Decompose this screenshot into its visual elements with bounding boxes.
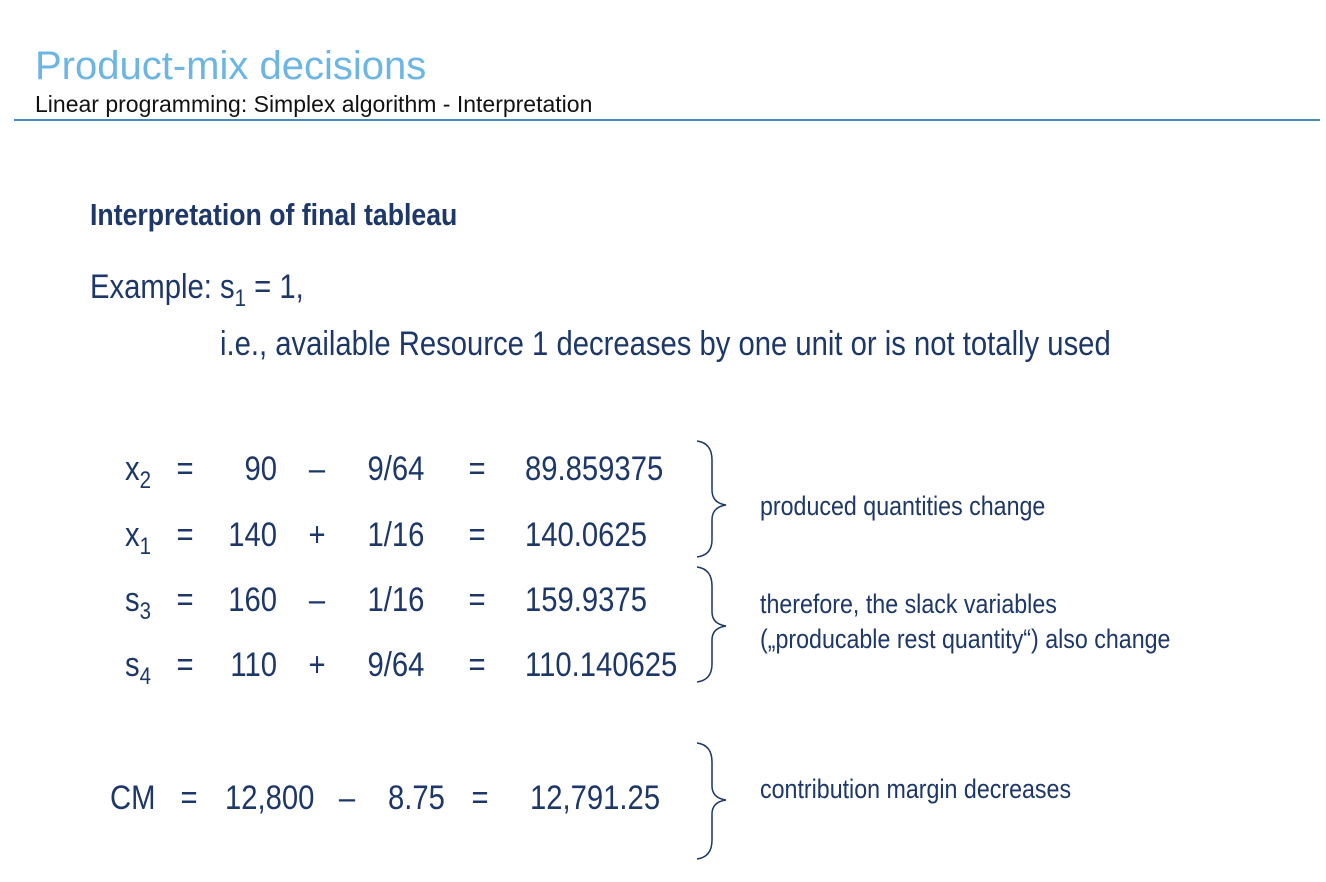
heading: Interpretation of final tableau	[90, 197, 458, 232]
brace	[696, 566, 727, 683]
note: produced quantities change	[760, 491, 1046, 521]
note: therefore, the slack variables	[760, 589, 1057, 619]
start-value: 90	[244, 450, 277, 488]
variable-sub: 2	[139, 467, 152, 495]
variable: x2	[125, 450, 151, 493]
brace	[696, 742, 727, 860]
start-value: 110	[230, 646, 277, 684]
equals: =	[471, 779, 489, 817]
title: Product-mix decisions	[35, 44, 427, 88]
variable: s3	[125, 581, 151, 624]
variable-sub: 4	[139, 663, 152, 691]
equals: =	[176, 516, 194, 554]
example-suffix: = 1,	[246, 268, 304, 306]
result: 140.0625	[525, 516, 647, 554]
equals: =	[468, 516, 486, 554]
variable-sub: 3	[139, 598, 152, 626]
variable: x1	[125, 516, 151, 559]
header-rule	[14, 119, 1320, 121]
equals: =	[176, 450, 194, 488]
variable: CM	[110, 779, 156, 817]
result: 110.140625	[525, 646, 678, 684]
start-value: 160	[228, 581, 277, 619]
equals: =	[468, 581, 486, 619]
operator: –	[308, 450, 326, 488]
change: 1/16	[367, 581, 425, 619]
explanation: i.e., available Resource 1 decreases by …	[220, 325, 1111, 363]
start-value: 12,800	[225, 779, 315, 817]
variable-name: x	[125, 450, 140, 488]
change: 9/64	[367, 646, 425, 684]
variable-name: s	[125, 581, 140, 619]
note: contribution margin decreases	[760, 774, 1072, 804]
brace	[696, 440, 727, 558]
example-prefix: Example: s	[90, 268, 235, 306]
operator: –	[338, 779, 356, 817]
operator: +	[308, 646, 326, 684]
equals: =	[468, 450, 486, 488]
result: 159.9375	[525, 581, 647, 619]
example: Example: s1 = 1,	[90, 268, 304, 311]
subtitle: Linear programming: Simplex algorithm - …	[35, 91, 593, 117]
variable-name: s	[125, 646, 140, 684]
change: 9/64	[367, 450, 425, 488]
variable-sub: 1	[139, 533, 152, 561]
start-value: 140	[228, 516, 277, 554]
operator: –	[308, 581, 326, 619]
variable-name: x	[125, 516, 140, 554]
variable: s4	[125, 646, 151, 689]
operator: +	[308, 516, 326, 554]
equals: =	[468, 646, 486, 684]
note: („producable rest quantity“) also change	[760, 624, 1171, 654]
result: 12,791.25	[530, 779, 661, 817]
change: 8.75	[388, 779, 445, 817]
change: 1/16	[367, 516, 425, 554]
equals: =	[180, 779, 198, 817]
example-sub: 1	[234, 285, 247, 313]
equals: =	[176, 646, 194, 684]
result: 89.859375	[525, 450, 664, 488]
equals: =	[176, 581, 194, 619]
